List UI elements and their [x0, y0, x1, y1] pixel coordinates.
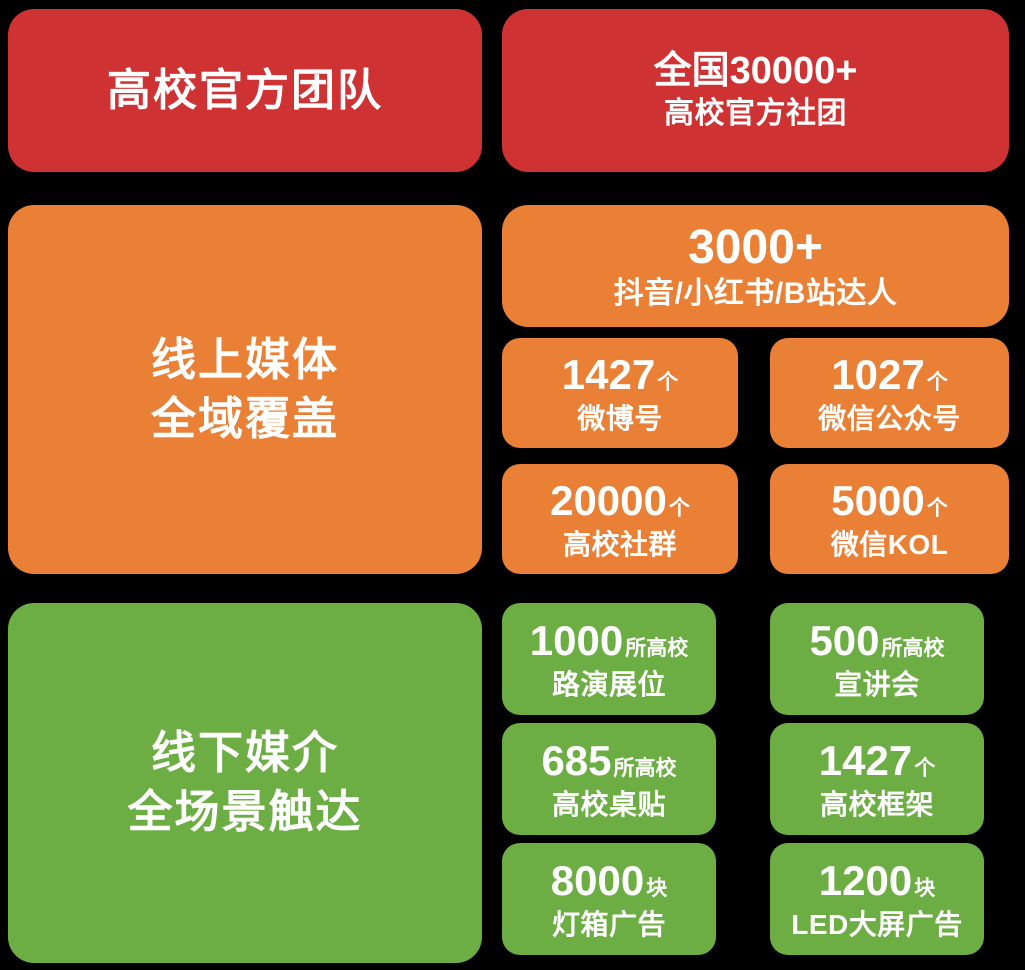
stat-sublabel-campus-groups: 高校社群 — [562, 528, 677, 560]
stat-unit-wechat-official-accounts: 个 — [926, 371, 948, 395]
stat-headline: 3000+ — [688, 222, 823, 274]
stat-card-wechat-kol[interactable]: 5000 个 微信KOL — [770, 464, 1009, 574]
stat-card-roadshow-booths[interactable]: 1000 所高校 路演展位 — [502, 603, 716, 715]
category-card-offline-media[interactable]: 线下媒介 全场景触达 — [8, 603, 482, 963]
stat-card-lightbox-ads[interactable]: 8000 块 灯箱广告 — [502, 843, 716, 955]
category-label-online-media-line1: 线上媒体 — [150, 333, 339, 385]
stat-number-wechat-kol: 5000 — [831, 477, 925, 525]
stat-card-desk-stickers[interactable]: 685 所高校 高校桌贴 — [502, 723, 716, 835]
stat-sublabel-lightbox-ads: 灯箱广告 — [551, 908, 666, 940]
stat-sublabel-wechat-kol: 微信KOL — [830, 528, 949, 560]
stat-card-wechat-official-accounts[interactable]: 1027 个 微信公众号 — [770, 338, 1009, 448]
stat-sublabel-desk-stickers: 高校桌贴 — [551, 788, 666, 820]
stat-sublabel-campus-frames: 高校框架 — [819, 788, 934, 820]
stat-headline: 5000 个 — [831, 477, 948, 525]
stat-sublabel-roadshow-booths: 路演展位 — [551, 668, 666, 700]
stat-card-campus-groups[interactable]: 20000 个 高校社群 — [502, 464, 738, 574]
stat-sublabel-info-sessions: 宣讲会 — [834, 668, 920, 700]
stat-sublabel-weibo-accounts: 微博号 — [577, 402, 663, 434]
category-card-online-media[interactable]: 线上媒体 全域覆盖 — [8, 205, 482, 574]
stat-unit-desk-stickers: 所高校 — [613, 757, 677, 781]
stat-number-lightbox-ads: 8000 — [550, 857, 645, 905]
stat-sublabel-official-clubs: 高校官方社团 — [664, 96, 847, 130]
stat-sublabel-wechat-official-accounts: 微信公众号 — [818, 402, 961, 434]
category-label-online-media-line2: 全域覆盖 — [150, 392, 339, 444]
stat-card-led-screen-ads[interactable]: 1200 块 LED大屏广告 — [770, 843, 984, 955]
stat-headline: 1427 个 — [561, 351, 679, 399]
stat-unit-campus-groups: 个 — [668, 497, 690, 521]
stat-number-desk-stickers: 685 — [541, 737, 612, 785]
stat-number-wechat-official-accounts: 1027 — [831, 351, 925, 399]
stat-headline: 1200 块 — [818, 857, 936, 905]
stat-number-info-sessions: 500 — [809, 617, 880, 665]
stat-unit-lightbox-ads: 块 — [646, 877, 668, 901]
stat-unit-campus-frames: 个 — [914, 757, 936, 781]
stat-sublabel-led-screen-ads: LED大屏广告 — [791, 908, 963, 940]
stat-headline: 20000 个 — [550, 477, 690, 525]
stat-unit-led-screen-ads: 块 — [914, 877, 936, 901]
stat-unit-wechat-kol: 个 — [926, 497, 948, 521]
stat-card-weibo-accounts[interactable]: 1427 个 微博号 — [502, 338, 738, 448]
stat-card-campus-frames[interactable]: 1427 个 高校框架 — [770, 723, 984, 835]
stat-number-weibo-accounts: 1427 — [561, 351, 656, 399]
stat-headline: 1000 所高校 — [529, 617, 689, 665]
stat-headline: 8000 块 — [550, 857, 668, 905]
category-label-offline-media-line1: 线下媒介 — [150, 727, 339, 779]
category-label-official-team: 高校官方团队 — [107, 65, 383, 115]
stat-unit-weibo-accounts: 个 — [657, 371, 679, 395]
stat-number-led-screen-ads: 1200 — [818, 857, 913, 905]
stat-sublabel-kol-creators: 抖音/小红书/B站达人 — [613, 276, 898, 310]
stat-headline: 500 所高校 — [809, 617, 945, 665]
stat-unit-roadshow-booths: 所高校 — [625, 637, 689, 661]
stat-headline: 全国30000+ — [653, 49, 858, 92]
stat-number-official-clubs: 全国30000+ — [653, 49, 858, 92]
stat-card-official-clubs[interactable]: 全国30000+ 高校官方社团 — [502, 9, 1009, 172]
stat-headline: 685 所高校 — [541, 737, 677, 785]
stat-unit-info-sessions: 所高校 — [881, 637, 945, 661]
stat-headline: 1027 个 — [831, 351, 948, 399]
category-label-offline-media-line2: 全场景触达 — [127, 786, 363, 837]
category-card-official-team[interactable]: 高校官方团队 — [8, 9, 482, 172]
stat-number-campus-frames: 1427 — [818, 737, 913, 785]
stat-number-roadshow-booths: 1000 — [529, 617, 624, 665]
stat-headline: 1427 个 — [818, 737, 936, 785]
stat-card-info-sessions[interactable]: 500 所高校 宣讲会 — [770, 603, 984, 715]
stat-card-kol-creators[interactable]: 3000+ 抖音/小红书/B站达人 — [502, 205, 1009, 327]
stat-number-campus-groups: 20000 — [550, 477, 667, 525]
stat-number-kol-creators: 3000+ — [688, 220, 823, 274]
